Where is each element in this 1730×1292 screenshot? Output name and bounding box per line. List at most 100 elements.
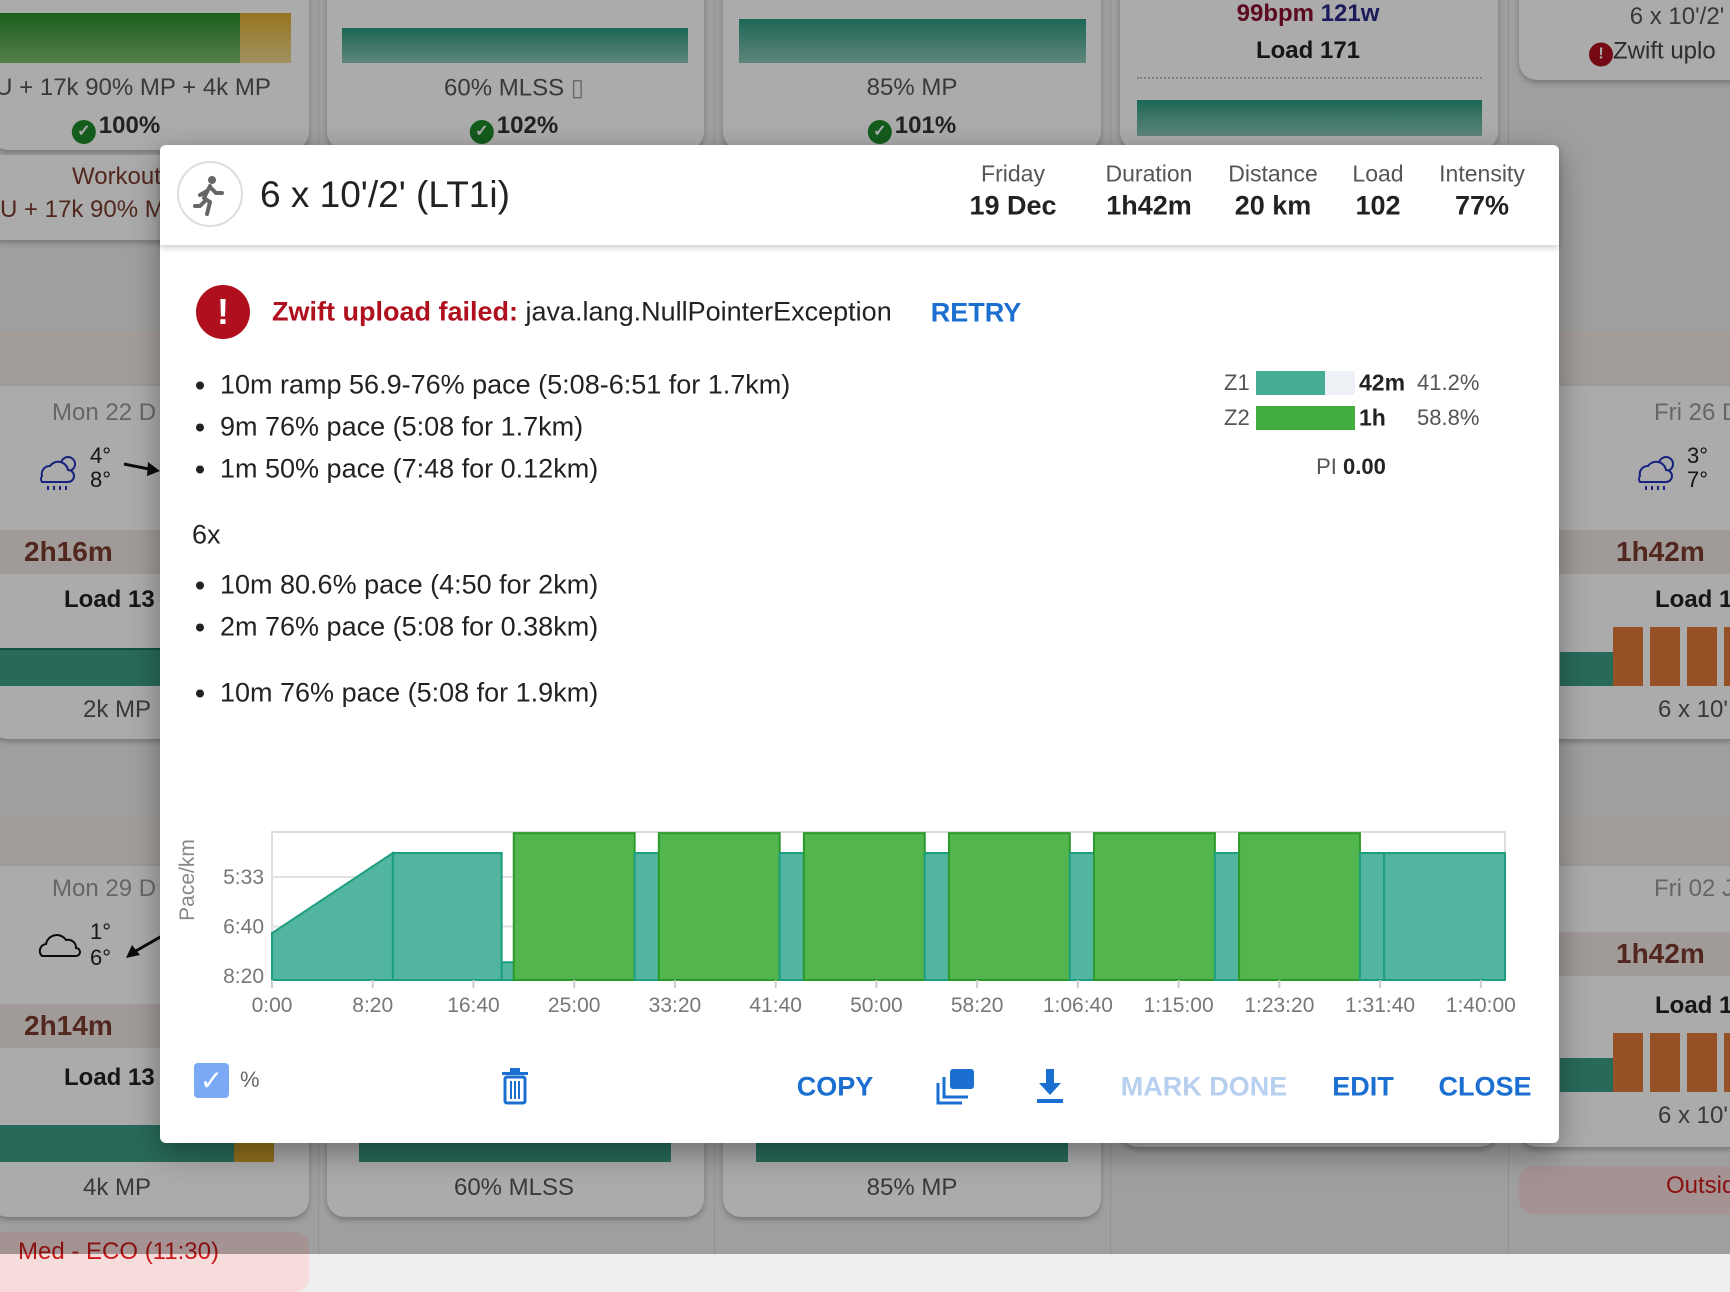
error-icon: !	[1589, 42, 1613, 67]
cloud-icon	[38, 934, 81, 957]
pace-segment-z1	[1358, 852, 1386, 981]
load: Load 171	[1255, 37, 1361, 64]
day-label: Mon 22 D	[52, 399, 157, 426]
upload-error: ! Zwift uplo	[1589, 38, 1716, 67]
pace-segment-z2	[657, 832, 781, 981]
error-message: Zwift upload failed: java.lang.NullPoint…	[272, 296, 892, 327]
compliance: ✓ 100%	[71, 112, 160, 144]
stat-load-label: Load	[1352, 160, 1404, 187]
x-tick-label: 58:20	[951, 994, 1004, 1017]
pace-segment-z1	[778, 852, 805, 981]
wind-arrow-icon	[126, 934, 163, 958]
x-tick-label: 1:06:40	[1043, 994, 1113, 1017]
x-tick-label: 1:23:20	[1244, 994, 1314, 1017]
temp-high: 6°	[90, 945, 112, 970]
x-tick-label: 1:31:40	[1345, 994, 1415, 1017]
zone-label: Z2	[1224, 405, 1250, 430]
workout-step: 1m 50% pace (7:48 for 0.12km)	[195, 453, 599, 484]
check-icon: ✓	[867, 120, 892, 144]
x-tick-label: 1:15:00	[1144, 994, 1214, 1017]
compliance: ✓ 102%	[469, 112, 558, 144]
duration: 1h42m	[1616, 536, 1705, 567]
zone-time: 42m	[1359, 369, 1406, 396]
x-tick-label: 0:00	[252, 994, 293, 1017]
workout-step: 9m 76% pace (5:08 for 1.7km)	[195, 411, 584, 442]
workout-card[interactable]	[1519, 0, 1730, 80]
copy-button[interactable]: COPY	[796, 1071, 874, 1102]
x-tick-label: 1:40:00	[1446, 994, 1516, 1017]
pace-segment-z2	[802, 832, 926, 981]
y-axis-label: Pace/km	[176, 839, 199, 921]
workout-step: 10m 80.6% pace (4:50 for 2km)	[195, 569, 599, 600]
stat-intensity-label: Intensity	[1439, 160, 1525, 187]
pace-segment-z1	[1383, 852, 1506, 981]
error-icon: !	[196, 285, 250, 339]
pace-segment-z2	[947, 832, 1071, 981]
stat-load: 102	[1355, 190, 1401, 221]
percent-checkbox[interactable]: ✓	[194, 1063, 229, 1098]
workout-desc: 60% MLSS ▯	[444, 74, 584, 102]
pace-chart[interactable]: Pace/km 5:33 6:40 8:20 0:00 8:20 16:40 25:00 33…	[160, 785, 1559, 1025]
zone-percent: 58.8%	[1417, 405, 1480, 430]
day-label: Mon 29 D	[52, 875, 157, 902]
x-tick-label: 41:40	[749, 994, 802, 1017]
workout-desc: 6 x 10'	[1658, 696, 1728, 723]
zone-label: Z1	[1224, 370, 1250, 395]
x-tick-label: 8:20	[352, 994, 393, 1017]
stat-distance: 20 km	[1234, 190, 1312, 221]
pace-segment-z1	[633, 852, 660, 981]
workout-desc: 85% MP	[866, 1174, 958, 1201]
temp-high: 8°	[90, 467, 112, 492]
repeat-label: 6x	[192, 519, 221, 550]
pace-segment-z1	[923, 852, 950, 981]
duration: 2h16m	[24, 536, 113, 567]
temp-low: 4°	[90, 443, 112, 468]
x-tick-label: 25:00	[548, 994, 601, 1017]
close-button[interactable]: CLOSE	[1438, 1071, 1532, 1102]
x-tick-label: 16:40	[447, 994, 500, 1017]
workout-chart	[0, 13, 240, 63]
zone-percent: 41.2%	[1417, 370, 1480, 395]
day-label: Fri 26 D	[1654, 399, 1730, 426]
workout-title: 6 x 10'/2'	[1629, 3, 1725, 30]
duration: 1h42m	[1616, 938, 1705, 969]
stat-date: 19 Dec	[969, 190, 1057, 221]
mark-done-button[interactable]: MARK DONE	[1120, 1071, 1288, 1102]
delete-button[interactable]	[500, 1067, 530, 1105]
rain-sun-icon	[1638, 456, 1674, 490]
rain-sun-icon	[40, 456, 76, 490]
pace-segment-z1	[1213, 852, 1241, 981]
load: Load 13	[64, 586, 155, 613]
running-icon	[177, 161, 243, 227]
workout-desc: 4k MP	[82, 1174, 152, 1201]
dialog-title: 6 x 10'/2' (LT1i)	[260, 174, 510, 215]
event-label[interactable]: Outsid	[1666, 1172, 1730, 1199]
temp-high: 7°	[1687, 467, 1709, 492]
duplicate-icon[interactable]	[936, 1067, 976, 1105]
retry-button[interactable]: RETRY	[930, 297, 1022, 328]
y-tick-label: 8:20	[223, 965, 264, 988]
pace-segment-z2	[1093, 832, 1216, 981]
edit-button[interactable]: EDIT	[1332, 1071, 1394, 1102]
stat-distance-label: Distance	[1228, 160, 1318, 187]
duration: 2h14m	[24, 1010, 113, 1041]
workout-desc: U + 17k 90% MP + 4k MP	[0, 74, 271, 101]
pace-segment-z2	[1238, 832, 1361, 981]
workout-card[interactable]	[327, 0, 704, 150]
workout-step: 10m 76% pace (5:08 for 1.9km)	[195, 677, 599, 708]
wind-arrow-icon	[123, 462, 160, 476]
zone-time: 1h	[1359, 404, 1386, 431]
stat-duration: 1h42m	[1106, 190, 1192, 221]
workout-step: 2m 76% pace (5:08 for 0.38km)	[195, 611, 599, 642]
workout-step: 10m ramp 56.9-76% pace (5:08-6:51 for 1.…	[195, 369, 791, 400]
workout-desc: 60% MLSS	[453, 1174, 575, 1201]
temp-low: 1°	[90, 919, 112, 944]
workout-desc: 85% MP	[866, 74, 958, 101]
map-icon: ▯	[570, 74, 584, 102]
y-tick-label: 6:40	[223, 916, 264, 939]
load: Load 1	[1655, 586, 1730, 613]
stat-intensity: 77%	[1454, 190, 1510, 221]
pace-segment-z1	[391, 852, 503, 981]
day-label: Fri 02 J	[1654, 875, 1730, 902]
download-icon[interactable]	[1035, 1067, 1065, 1105]
